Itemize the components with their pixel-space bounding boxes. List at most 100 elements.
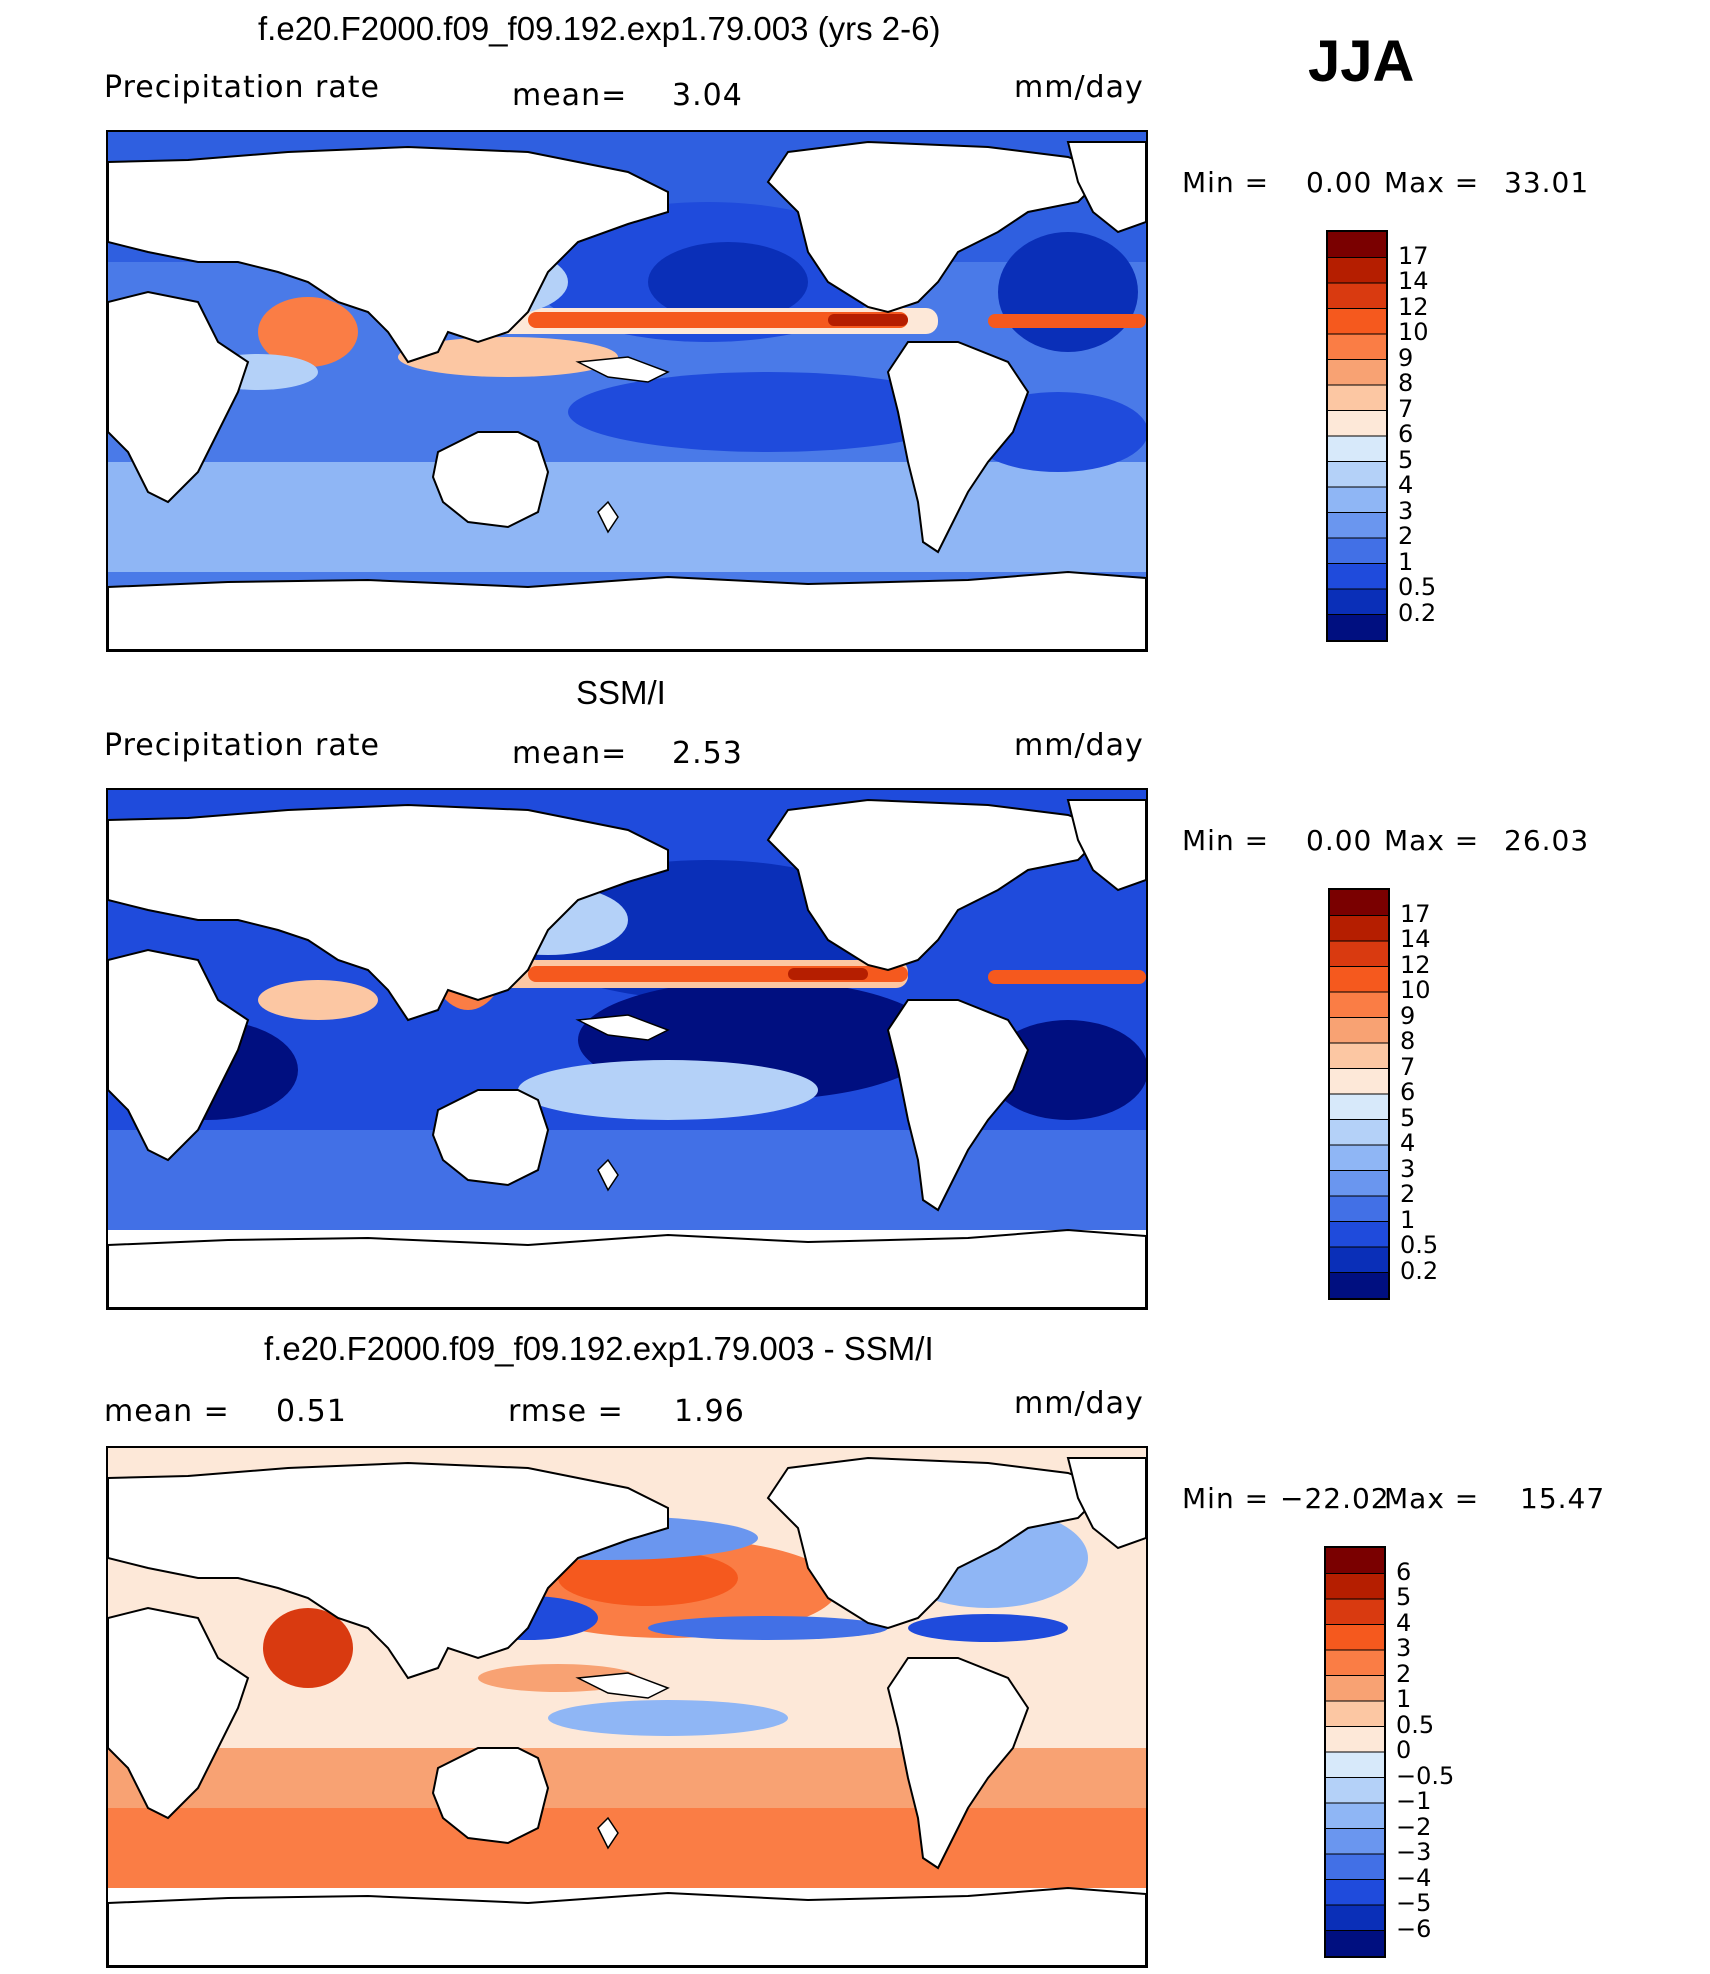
colorbar-segment: [1328, 589, 1386, 615]
colorbar-tick-label: 8: [1400, 1027, 1416, 1055]
panel2-colorbar-svg: [1330, 890, 1388, 1298]
colorbar-segment: [1328, 334, 1386, 360]
panel2-min-label: Min =: [1182, 824, 1270, 857]
colorbar-segment: [1330, 1145, 1388, 1171]
colorbar-segment: [1330, 1272, 1388, 1298]
panel3-min-label: Min =: [1182, 1482, 1270, 1515]
colorbar-tick-label: 8: [1398, 369, 1414, 397]
panel1-colorbar: [1326, 230, 1388, 642]
colorbar-tick-label: 9: [1400, 1001, 1416, 1030]
panel2-min-value: 0.00: [1306, 824, 1373, 857]
panel2-colorbar: [1328, 888, 1390, 1300]
panel1-max-label: Max =: [1384, 166, 1480, 199]
panel2-mean-value: 2.53: [672, 736, 743, 771]
colorbar-tick-label: 0: [1396, 1736, 1412, 1764]
colorbar-tick-label: 10: [1400, 976, 1431, 1004]
colorbar-segment: [1328, 283, 1386, 309]
colorbar-segment: [1330, 915, 1388, 942]
colorbar-segment: [1330, 890, 1388, 916]
colorbar-segment: [1330, 1247, 1388, 1273]
colorbar-segment: [1328, 308, 1386, 335]
colorbar-segment: [1330, 941, 1388, 967]
colorbar-tick-label: 14: [1400, 925, 1431, 953]
colorbar-tick-label: 9: [1398, 343, 1414, 372]
panel3-map: [106, 1446, 1148, 1968]
panel3-rmse-label: rmse =: [508, 1394, 624, 1429]
colorbar-tick-label: 1: [1398, 547, 1414, 576]
colorbar-tick-label: 17: [1398, 241, 1429, 270]
colorbar-tick-label: 4: [1396, 1608, 1412, 1637]
panel3-max-value: 15.47: [1520, 1482, 1606, 1515]
colorbar-tick-label: 1: [1400, 1205, 1416, 1234]
colorbar-segment: [1330, 992, 1388, 1018]
panel3-mean-value: 0.51: [276, 1394, 347, 1429]
colorbar-tick-label: 14: [1398, 267, 1429, 295]
colorbar-segment: [1326, 1726, 1384, 1753]
panel3-title: f.e20.F2000.f09_f09.192.exp1.79.003 - SS…: [264, 1330, 934, 1367]
colorbar-tick-label: 6: [1398, 420, 1414, 448]
colorbar-segment: [1328, 257, 1386, 284]
colorbar-tick-label: 7: [1398, 394, 1414, 423]
panel1-title: f.e20.F2000.f09_f09.192.exp1.79.003 (yrs…: [258, 10, 941, 47]
colorbar-segment: [1328, 436, 1386, 462]
panel1-mean-value: 3.04: [672, 78, 743, 113]
panel2-map: [106, 788, 1148, 1310]
colorbar-segment: [1326, 1854, 1384, 1880]
colorbar-segment: [1326, 1548, 1384, 1574]
colorbar-segment: [1330, 966, 1388, 993]
colorbar-tick-label: −0.5: [1396, 1761, 1455, 1790]
panel3-colorbar-svg: [1326, 1548, 1384, 1956]
colorbar-segment: [1328, 614, 1386, 640]
panel2-variable: Precipitation rate: [104, 728, 380, 763]
colorbar-segment: [1326, 1777, 1384, 1804]
panel1-map-svg: [108, 132, 1146, 650]
panel3-colorbar: [1324, 1546, 1386, 1958]
colorbar-segment: [1328, 512, 1386, 539]
colorbar-segment: [1330, 1221, 1388, 1248]
panel1-min-label: Min =: [1182, 166, 1270, 199]
colorbar-segment: [1326, 1803, 1384, 1829]
colorbar-segment: [1326, 1624, 1384, 1651]
colorbar-tick-label: 3: [1396, 1634, 1412, 1662]
colorbar-tick-label: 0.2: [1398, 598, 1437, 627]
panel2-mean-label: mean=: [512, 736, 628, 771]
colorbar-tick-label: 4: [1398, 471, 1414, 499]
colorbar-segment: [1326, 1752, 1384, 1778]
colorbar-tick-label: 6: [1396, 1557, 1412, 1586]
panel1-variable: Precipitation rate: [104, 70, 380, 105]
panel1-map: [106, 130, 1148, 652]
colorbar-tick-label: 2: [1396, 1659, 1412, 1688]
colorbar-tick-label: −5: [1396, 1889, 1432, 1917]
colorbar-tick-label: 12: [1398, 292, 1429, 321]
colorbar-tick-label: 2: [1400, 1180, 1416, 1208]
colorbar-segment: [1326, 1650, 1384, 1676]
panel3-units: mm/day: [1014, 1386, 1144, 1421]
colorbar-segment: [1326, 1930, 1384, 1956]
colorbar-tick-label: 2: [1398, 522, 1414, 550]
colorbar-segment: [1326, 1573, 1384, 1600]
colorbar-segment: [1328, 232, 1386, 258]
colorbar-tick-label: −1: [1396, 1787, 1432, 1815]
panel3-mean-label: mean =: [104, 1394, 230, 1429]
colorbar-tick-label: 4: [1400, 1129, 1416, 1157]
panel2-max-label: Max =: [1384, 824, 1480, 857]
panel1-colorbar-svg: [1328, 232, 1386, 640]
colorbar-tick-label: 6: [1400, 1078, 1416, 1106]
colorbar-tick-label: −3: [1396, 1838, 1432, 1866]
colorbar-tick-label: 10: [1398, 318, 1429, 346]
panel1-max-value: 33.01: [1504, 166, 1590, 199]
panel3-map-svg: [108, 1448, 1146, 1966]
colorbar-tick-label: 3: [1400, 1154, 1416, 1183]
panel3-min-value: −22.02: [1280, 1482, 1390, 1515]
colorbar-segment: [1328, 487, 1386, 513]
panel3-rmse-value: 1.96: [674, 1394, 745, 1429]
panel1-min-value: 0.00: [1306, 166, 1373, 199]
colorbar-tick-label: 5: [1400, 1103, 1416, 1132]
season-label: JJA: [1308, 29, 1415, 94]
colorbar-tick-label: 0.5: [1400, 1231, 1439, 1259]
colorbar-segment: [1330, 1170, 1388, 1197]
panel1-units: mm/day: [1014, 70, 1144, 105]
colorbar-segment: [1330, 1043, 1388, 1069]
colorbar-segment: [1330, 1068, 1388, 1095]
colorbar-segment: [1326, 1905, 1384, 1931]
